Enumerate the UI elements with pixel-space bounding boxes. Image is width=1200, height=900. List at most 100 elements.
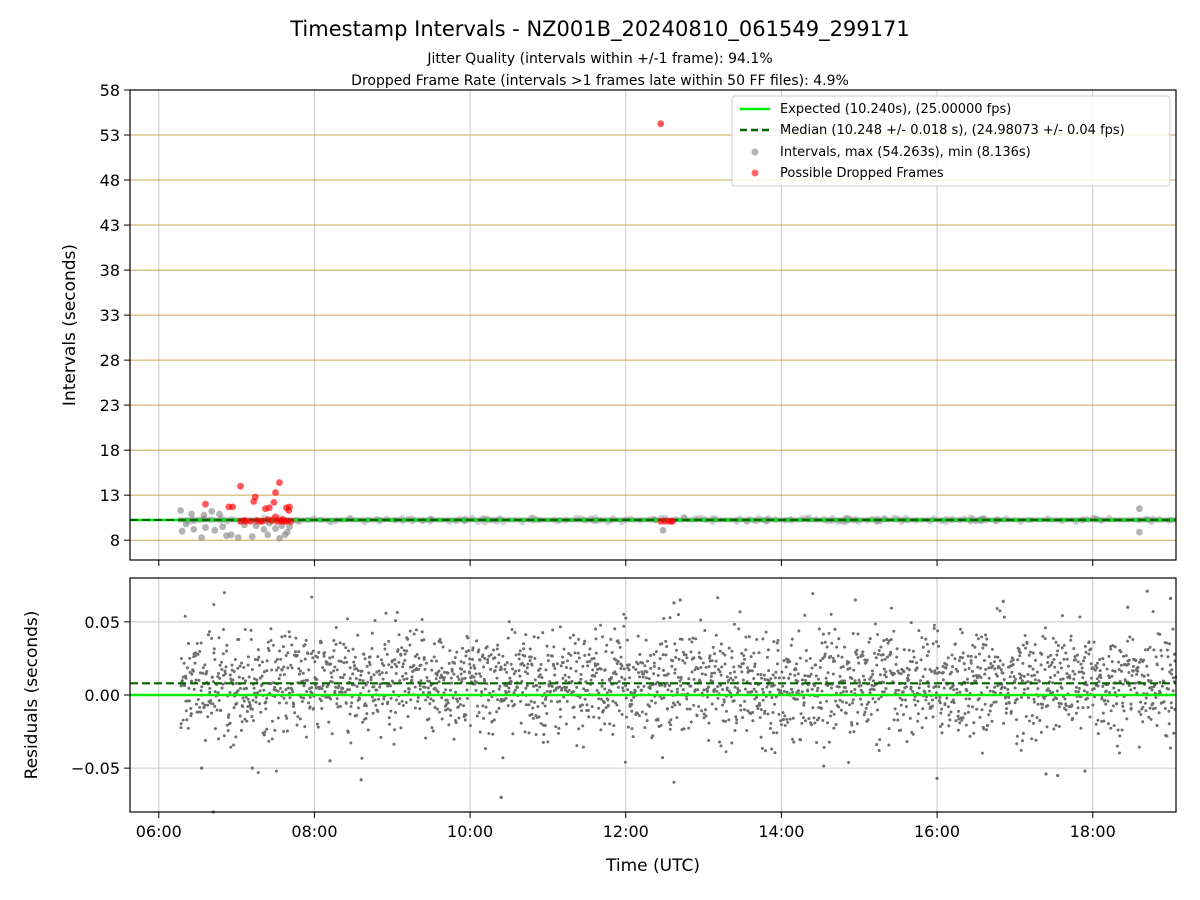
residual-point [769,677,773,681]
residual-point [258,676,262,680]
residual-point [384,671,388,675]
residual-point [715,689,719,693]
residual-point [1030,674,1034,678]
residual-point [378,685,382,689]
residual-point [758,716,762,720]
residual-point [992,700,996,704]
intervals-y-axis-label: Intervals (seconds) [60,244,80,406]
interval-point [198,534,206,541]
residual-point [632,695,636,699]
residual-point [747,635,751,639]
residual-point [343,656,347,660]
residual-point [814,674,818,678]
residual-point [338,675,342,679]
residual-point [582,687,586,691]
residual-point [892,718,896,722]
residual-point [366,680,370,684]
residual-point [356,706,360,710]
intervals-axes-frame [129,89,1177,561]
residual-point [558,699,562,703]
residual-point [843,679,847,683]
residual-point [785,690,789,694]
residual-point [901,690,905,694]
residual-point [220,660,224,664]
residual-point [521,691,525,695]
residual-point [1139,713,1143,717]
residual-point [802,701,806,705]
residual-point [829,654,833,658]
residual-point [560,686,564,690]
residual-point [994,700,998,704]
residual-point [563,688,567,692]
residual-point [580,703,584,707]
residual-point [265,669,269,673]
residual-point [868,637,872,641]
residual-point [717,667,721,671]
residual-point [221,682,225,686]
residual-point [911,732,915,736]
residual-point [1033,643,1037,647]
residual-point [569,666,573,670]
residual-point [776,638,780,642]
residual-point [445,698,449,702]
residual-point [1015,734,1019,738]
residual-point [1085,683,1089,687]
residual-point [982,727,986,731]
residual-point [700,709,704,713]
residual-point [270,737,274,741]
residual-point [417,656,421,660]
residual-point [739,665,743,669]
residual-point [1151,609,1155,613]
residual-point [796,689,800,693]
residual-point [915,666,919,670]
residual-point [488,711,492,715]
residual-point [194,702,198,706]
residual-point [419,679,423,683]
residual-point [821,718,825,722]
residual-point [518,674,522,678]
residual-point [368,655,372,659]
residual-point [1086,705,1090,709]
residual-point [744,648,748,652]
residual-point [335,668,339,672]
residual-point [951,683,955,687]
dropped-frame-point [237,482,244,490]
residual-point [864,706,868,710]
residual-point [647,677,651,681]
residual-point [636,634,640,638]
residual-point [823,652,827,656]
residual-point [892,629,896,633]
residual-point [295,723,299,727]
residual-point [1169,701,1173,705]
residual-point [924,698,928,702]
residual-point [1043,637,1047,641]
residual-point [856,656,860,660]
residual-point [1064,708,1068,712]
residual-point [852,668,856,672]
residual-point [924,637,928,641]
residual-point [642,684,646,688]
residual-point [1002,615,1006,619]
residual-point [529,655,533,659]
residual-point [531,706,535,710]
residual-point [303,725,307,729]
residual-point [367,671,371,675]
residual-point [908,716,912,720]
residual-point [661,653,665,657]
residual-point [695,714,699,718]
residual-point [270,719,274,723]
residual-point [296,715,300,719]
residual-point [1059,677,1063,681]
residual-point [406,637,410,641]
residual-point [315,678,319,682]
residual-point [278,649,282,653]
residual-point [956,709,960,713]
residual-point [256,691,260,695]
residual-point [1089,662,1093,666]
residual-point [689,720,693,724]
residual-point [352,664,356,668]
residual-point [1106,722,1110,726]
residual-point [312,707,316,711]
residual-point [456,705,460,709]
residual-point [210,636,214,640]
